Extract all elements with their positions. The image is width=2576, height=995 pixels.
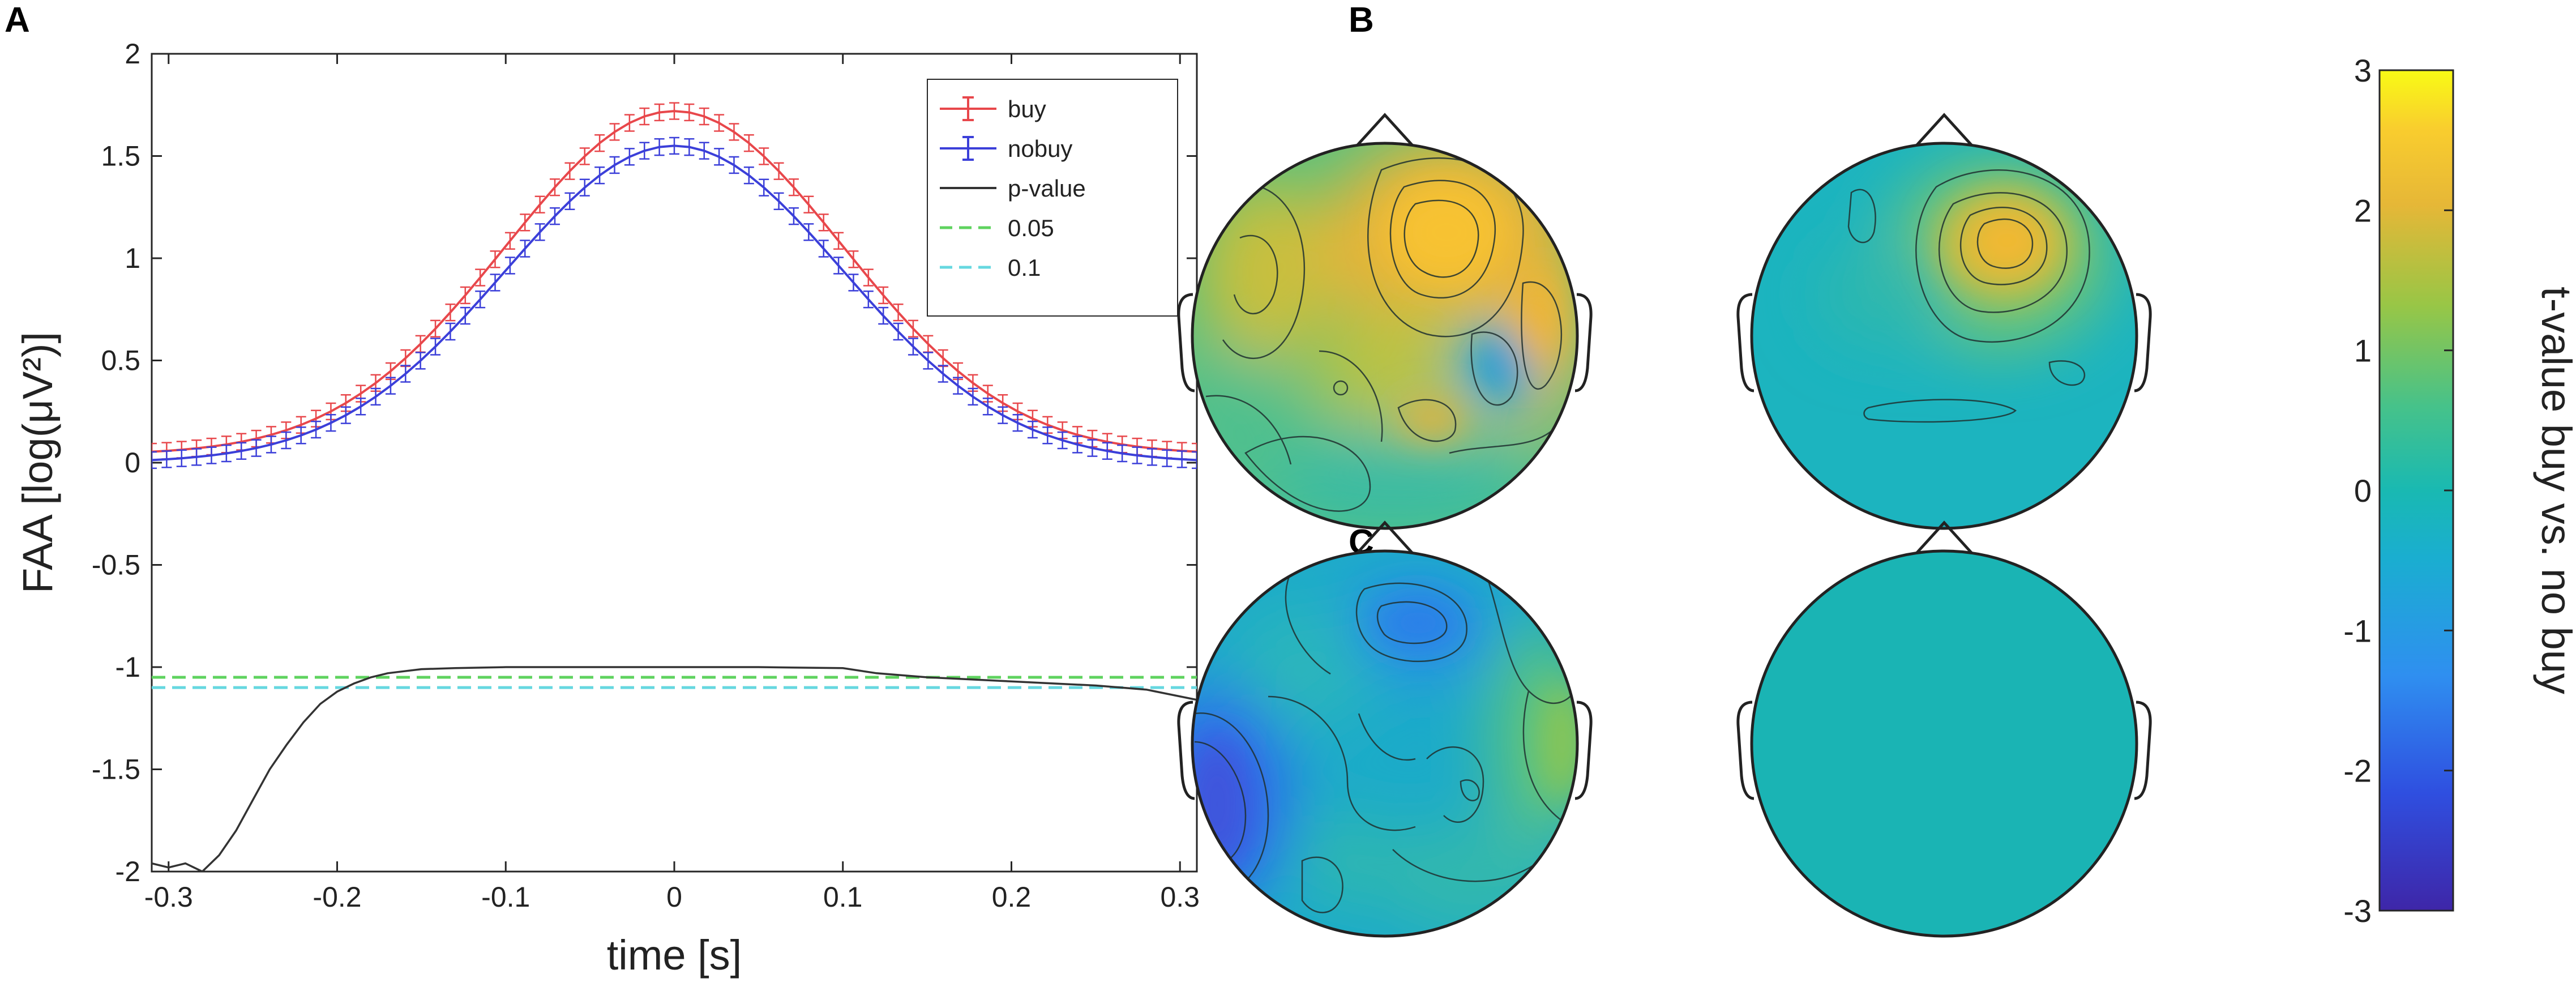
nose-icon	[1355, 520, 1414, 555]
y-tick-label: 2	[125, 38, 140, 70]
p-value-line	[152, 666, 1197, 872]
y-tick-label: 1	[125, 242, 140, 274]
line-buy	[152, 110, 1197, 453]
topomap-b-left	[1177, 113, 1593, 530]
x-tick-label: -0.2	[313, 881, 361, 913]
colorbar-tick-label: -3	[2343, 893, 2372, 929]
legend-label-buy: buy	[1008, 96, 1046, 122]
head-fill	[1752, 551, 2137, 936]
y-tick-label: 0.5	[101, 345, 140, 377]
x-tick-label: 0.2	[992, 881, 1032, 913]
series-group	[152, 102, 1197, 872]
colorbar-tick-label: 1	[2354, 333, 2372, 369]
right-ear-icon	[2134, 293, 2152, 392]
legend-label-0-1: 0.1	[1008, 254, 1041, 281]
colorbar: 3 2 1 0 -1 -2 -3 t-value buy vs. no buy	[2343, 53, 2576, 929]
right-ear-icon	[2134, 701, 2152, 800]
x-axis: -0.3 -0.2 -0.1 0 0.1 0.2 0.3	[144, 54, 1200, 913]
x-tick-label: 0.3	[1160, 881, 1200, 913]
right-ear-icon	[1574, 293, 1593, 392]
legend-item-p-value: p-value	[940, 175, 1086, 202]
legend-label-p-value: p-value	[1008, 175, 1086, 202]
left-ear-icon	[1177, 293, 1195, 392]
x-tick-label: -0.3	[144, 881, 193, 913]
legend-item-0-1: 0.1	[940, 254, 1041, 281]
panel-letter-b: B	[1349, 1, 1374, 40]
colorbar-label: t-value buy vs. no buy	[2533, 287, 2576, 694]
y-tick-label: -2	[115, 856, 140, 887]
legend: buy nobuy p-value 0.05 0.1	[927, 79, 1178, 317]
y-tick-label: -1	[115, 651, 140, 683]
y-axis-label: FAA [log(μV²)]	[14, 332, 61, 593]
x-tick-label: -0.1	[481, 881, 530, 913]
head-outline	[1750, 549, 2138, 938]
colorbar-gradient	[2378, 69, 2454, 912]
nose-icon	[1915, 520, 1974, 555]
x-tick-label: 0	[666, 881, 682, 913]
series-nobuy	[152, 136, 1197, 469]
legend-label-nobuy: nobuy	[1008, 135, 1072, 162]
x-tick-label: 0.1	[823, 881, 863, 913]
y-axis: -2 -1.5 -1 -0.5 0 0.5 1 1.5 2	[92, 38, 1197, 887]
topomap-b-right	[1736, 113, 2152, 530]
head-outline	[1750, 142, 2138, 530]
head-outline	[1191, 549, 1579, 938]
head-outline	[1191, 142, 1579, 530]
colorbar-tick-label: 2	[2354, 193, 2372, 228]
x-axis-label: time [s]	[607, 932, 742, 979]
left-ear-icon	[1177, 701, 1195, 800]
legend-label-0-05: 0.05	[1008, 215, 1054, 241]
y-tick-label: 0	[125, 447, 140, 479]
left-ear-icon	[1736, 701, 1755, 800]
legend-item-0-05: 0.05	[940, 215, 1054, 241]
legend-item-buy: buy	[940, 96, 1046, 122]
nose-icon	[1355, 113, 1414, 147]
line-chart-faa: -2 -1.5 -1 -0.5 0 0.5 1 1.5 2 -0.3 -0.2 -0.1 0 0.1 0.…	[14, 38, 1200, 979]
left-ear-icon	[1736, 293, 1755, 392]
colorbar-tick-label: -1	[2343, 613, 2372, 648]
right-ear-icon	[1574, 701, 1593, 800]
colorbar-tick-label: -2	[2343, 753, 2372, 789]
panel-letter-a: A	[5, 1, 30, 40]
colorbar-tick-label: 3	[2354, 53, 2372, 88]
line-nobuy	[152, 144, 1197, 462]
y-tick-label: -0.5	[92, 549, 140, 581]
topomap-c-left	[1177, 520, 1593, 938]
colorbar-ticks: 3 2 1 0 -1 -2 -3	[2343, 53, 2453, 929]
nose-icon	[1915, 113, 1974, 147]
y-tick-label: -1.5	[92, 754, 140, 785]
topomap-c-right	[1736, 520, 2152, 938]
legend-item-nobuy: nobuy	[940, 135, 1072, 162]
y-tick-label: 1.5	[101, 140, 140, 172]
colorbar-tick-label: 0	[2354, 473, 2372, 509]
